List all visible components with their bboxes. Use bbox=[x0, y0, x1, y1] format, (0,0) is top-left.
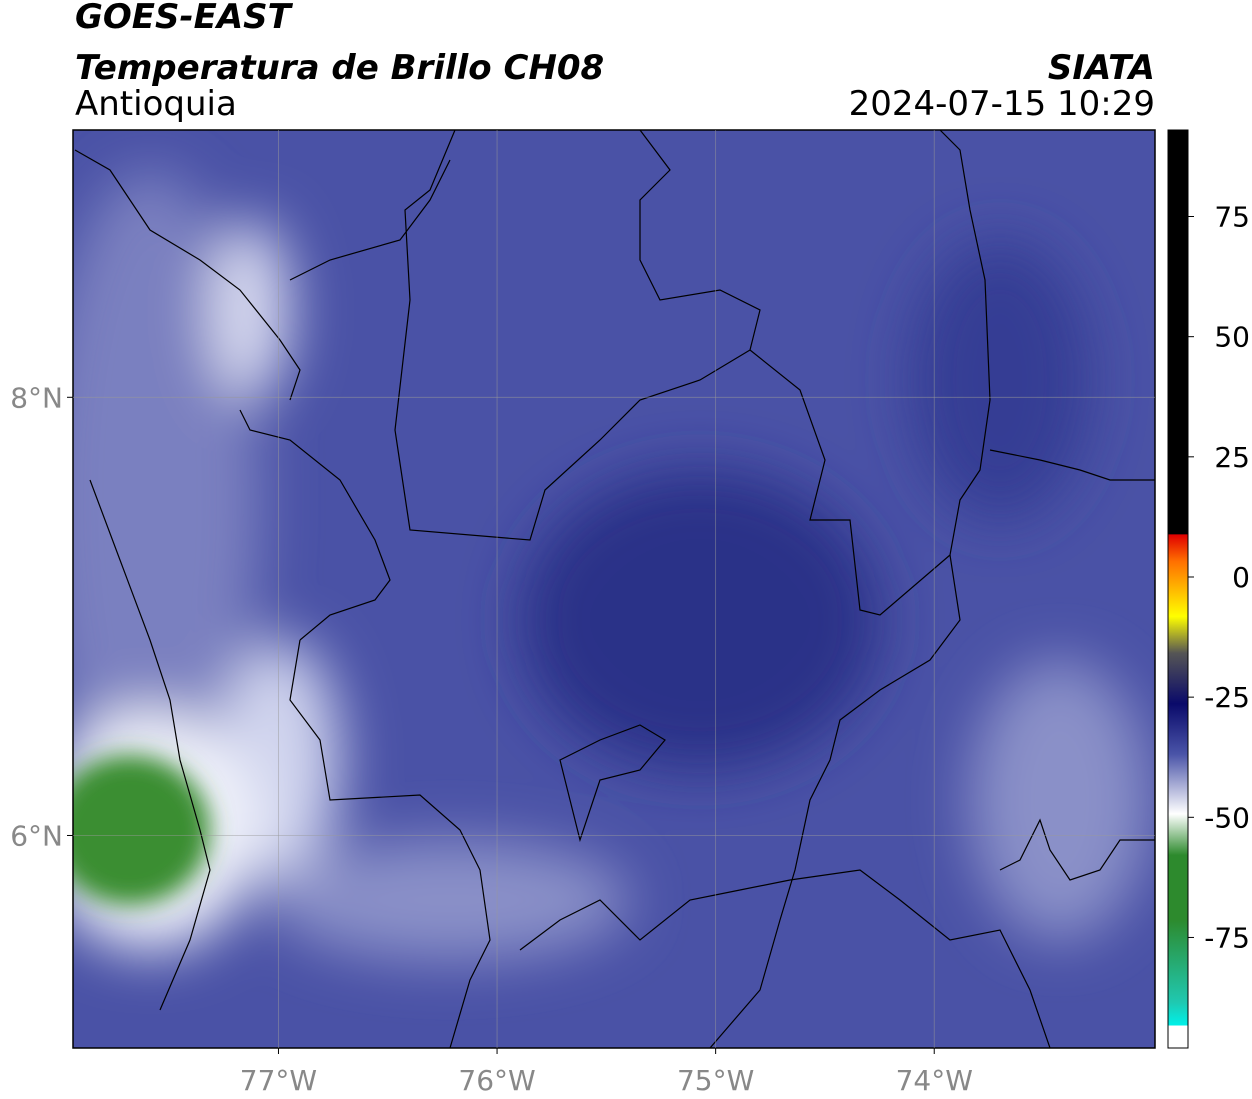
colorbar-tick-label: 25 bbox=[1214, 441, 1250, 474]
colorbar-tick-label: -75 bbox=[1204, 921, 1250, 954]
x-tick-label: 76°W bbox=[458, 1064, 535, 1097]
colorbar bbox=[1167, 129, 1189, 1049]
map-frame bbox=[72, 129, 1156, 1049]
colorbar-tick-label: 75 bbox=[1214, 201, 1250, 234]
source: SIATA bbox=[1048, 48, 1155, 88]
x-tick-label: 75°W bbox=[677, 1064, 754, 1097]
colorbar-tick-label: -25 bbox=[1204, 681, 1250, 714]
y-tick-label: 6°N bbox=[10, 819, 63, 852]
subtitle: Temperatura de Brillo CH08 bbox=[75, 48, 604, 88]
map-field bbox=[73, 130, 1155, 1048]
title: GOES-EAST bbox=[75, 0, 294, 37]
timestamp: 2024-07-15 10:29 bbox=[849, 84, 1155, 124]
colorbar-tick-label: 50 bbox=[1214, 321, 1250, 354]
region: Antioquia bbox=[75, 84, 237, 124]
colorbar-tick-label: 0 bbox=[1232, 561, 1250, 594]
x-tick-label: 77°W bbox=[240, 1064, 317, 1097]
y-tick-label: 8°N bbox=[10, 381, 63, 414]
admin-borders bbox=[74, 130, 1155, 1048]
x-tick-label: 74°W bbox=[896, 1064, 973, 1097]
colorbar-tick-label: -50 bbox=[1204, 801, 1250, 834]
